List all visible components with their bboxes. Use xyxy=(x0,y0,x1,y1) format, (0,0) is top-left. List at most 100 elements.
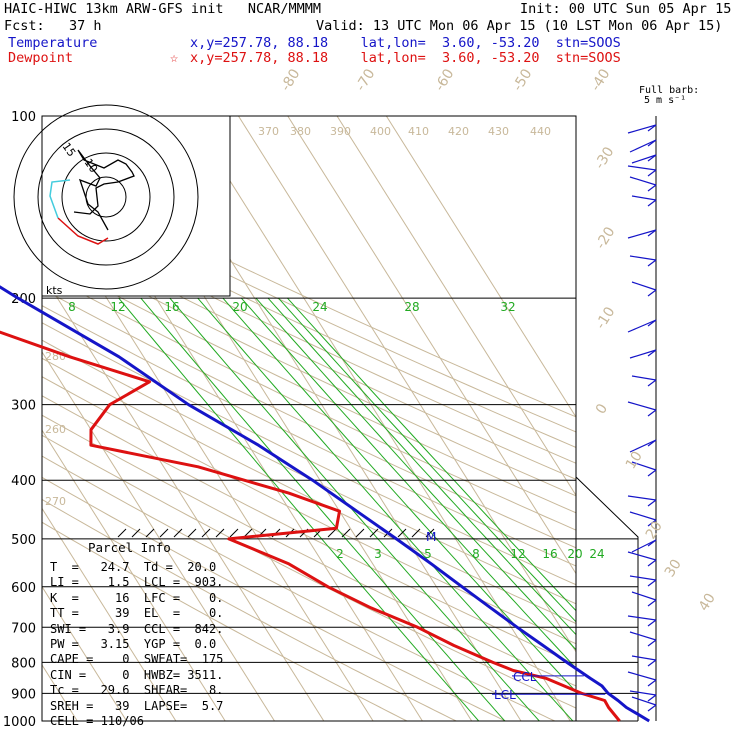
tropopause-hatch xyxy=(355,528,365,538)
isotherm-label: 10 xyxy=(623,449,646,473)
isotherm-line xyxy=(42,585,128,721)
wind-barb xyxy=(629,139,657,153)
parcel-info-row: SREH = 39 LAPSE= 5.7 xyxy=(50,698,224,713)
isotherm-label: -10 xyxy=(593,304,619,332)
wind-barb xyxy=(627,551,657,561)
pressure-tick-label: 1000 xyxy=(3,715,36,730)
wind-barb xyxy=(629,439,657,453)
wind-barb xyxy=(631,591,657,601)
tropopause-hatch xyxy=(411,528,421,538)
mixing-ratio-label: 32 xyxy=(500,300,515,314)
dry-adiabat-line xyxy=(42,498,457,721)
wind-barb-flag xyxy=(647,349,657,357)
isotherm-label: 30 xyxy=(662,557,685,581)
wind-barb xyxy=(627,124,657,134)
isotherm-label: -50 xyxy=(510,66,536,94)
wind-barb xyxy=(627,615,657,621)
wind-barbs xyxy=(627,116,657,721)
wind-barb xyxy=(627,671,657,681)
hodograph-ring xyxy=(61,152,151,242)
hodograph-units-label: kts xyxy=(46,284,63,297)
wind-barb-flag xyxy=(647,199,657,207)
wind-barb-flag xyxy=(647,124,657,132)
isotherm-line xyxy=(42,429,226,721)
isotherm-label: -40 xyxy=(588,66,614,94)
dry-adiabat-label: 270 xyxy=(45,495,66,508)
parcel-info-row: CAPE = 0 SWEAT= 175 xyxy=(50,652,224,667)
tropopause-hatch xyxy=(327,528,337,538)
wind-barb-flag xyxy=(647,139,657,147)
wind-barb-flag xyxy=(647,259,657,267)
tropopause-hatch xyxy=(173,528,183,538)
dry-adiabat-line xyxy=(42,272,576,531)
dry-adiabat-label: 430 xyxy=(488,125,509,138)
dry-adiabat-line xyxy=(42,521,408,721)
wind-barb-flag xyxy=(647,289,657,297)
mixing-ratio-label: 12 xyxy=(510,547,525,561)
wind-barb-flag xyxy=(647,439,657,447)
tropopause-hatch xyxy=(159,528,169,538)
dry-adiabat-label: 390 xyxy=(330,125,351,138)
mixing-ratio-label: 24 xyxy=(312,300,327,314)
mixing-ratio-label: 8 xyxy=(68,300,76,314)
dry-adiabat-label: 410 xyxy=(408,125,429,138)
tropopause-hatch xyxy=(117,528,127,538)
tropopause-hatch xyxy=(201,528,211,538)
pressure-tick-label: 500 xyxy=(11,533,36,548)
mixing-ratio-label: 20 xyxy=(232,300,247,314)
isotherm-label: -70 xyxy=(353,66,379,94)
dry-adiabat-line xyxy=(42,256,576,514)
tropopause-hatch xyxy=(229,528,239,538)
tropopause-hatch xyxy=(425,528,435,538)
dewpoint-legend: Dewpoint xyxy=(8,50,74,66)
dry-adiabat-line xyxy=(42,414,576,687)
dry-adiabat-line xyxy=(42,434,576,709)
wind-barb-flag xyxy=(647,639,657,647)
hodograph-trace xyxy=(73,149,135,231)
wind-barb xyxy=(631,154,657,164)
wind-barb-flag xyxy=(647,154,657,162)
dry-adiabat-line xyxy=(42,395,576,666)
wind-barb-flag xyxy=(647,539,657,547)
wind-barb xyxy=(627,495,657,501)
chart-edge xyxy=(575,476,639,721)
parcel-info-row: T = 24.7 Td = 20.0 xyxy=(50,560,217,574)
mixing-ratio-label: 28 xyxy=(404,300,419,314)
parcel-info-row: Tc = 29.6 SHEAR= 8. xyxy=(50,683,224,698)
hodograph-ring xyxy=(37,128,175,266)
parcel-info-row: TT = 39 EL = 0. xyxy=(50,606,224,621)
dry-adiabat-label: 420 xyxy=(448,125,469,138)
isobar-lines xyxy=(41,115,639,722)
mixing-ratio-label: 3 xyxy=(374,547,382,561)
wind-barb-flag xyxy=(647,229,657,237)
isotherm-line xyxy=(385,116,576,418)
wind-barb-flag xyxy=(647,559,657,567)
isotherm-label: 40 xyxy=(696,591,719,615)
isotherm-label: -30 xyxy=(592,144,618,172)
isotherm-label: 0 xyxy=(593,401,611,417)
dry-adiabat-line xyxy=(42,167,576,418)
parcel-info-row: K = 16 LFC = 0. xyxy=(50,590,224,605)
wind-barb xyxy=(627,229,657,239)
tropopause-hatch xyxy=(131,528,141,538)
wind-barb-flag xyxy=(647,184,657,192)
dry-adiabat-line xyxy=(42,181,576,433)
valid-time: Valid: 13 UTC Mon 06 Apr 15 (10 LST Mon … xyxy=(316,18,723,34)
dry-adiabat-line xyxy=(42,376,576,645)
pressure-tick-label: 900 xyxy=(11,687,36,702)
wind-barb xyxy=(631,375,657,381)
dewpoint-location: x,y=257.78, 88.18 lat,lon= 3.60, -53.20 … xyxy=(190,50,621,66)
tropopause-hatch xyxy=(397,528,407,538)
init-time: Init: 00 UTC Sun 05 Apr 15 xyxy=(520,1,732,17)
dry-adiabat-line xyxy=(42,305,576,567)
pressure-tick-label: 600 xyxy=(11,581,36,596)
wind-barb xyxy=(631,655,657,661)
dry-adiabat-label: 370 xyxy=(258,125,279,138)
wind-barb-flag xyxy=(647,704,657,712)
hodograph-trace-mid xyxy=(49,179,71,219)
tropopause-hatch xyxy=(187,528,197,538)
mixing-ratio-label: 12 xyxy=(110,300,125,314)
dry-adiabat-line xyxy=(42,455,556,721)
wind-barb xyxy=(627,165,657,171)
tropopause-hatch xyxy=(145,528,155,538)
